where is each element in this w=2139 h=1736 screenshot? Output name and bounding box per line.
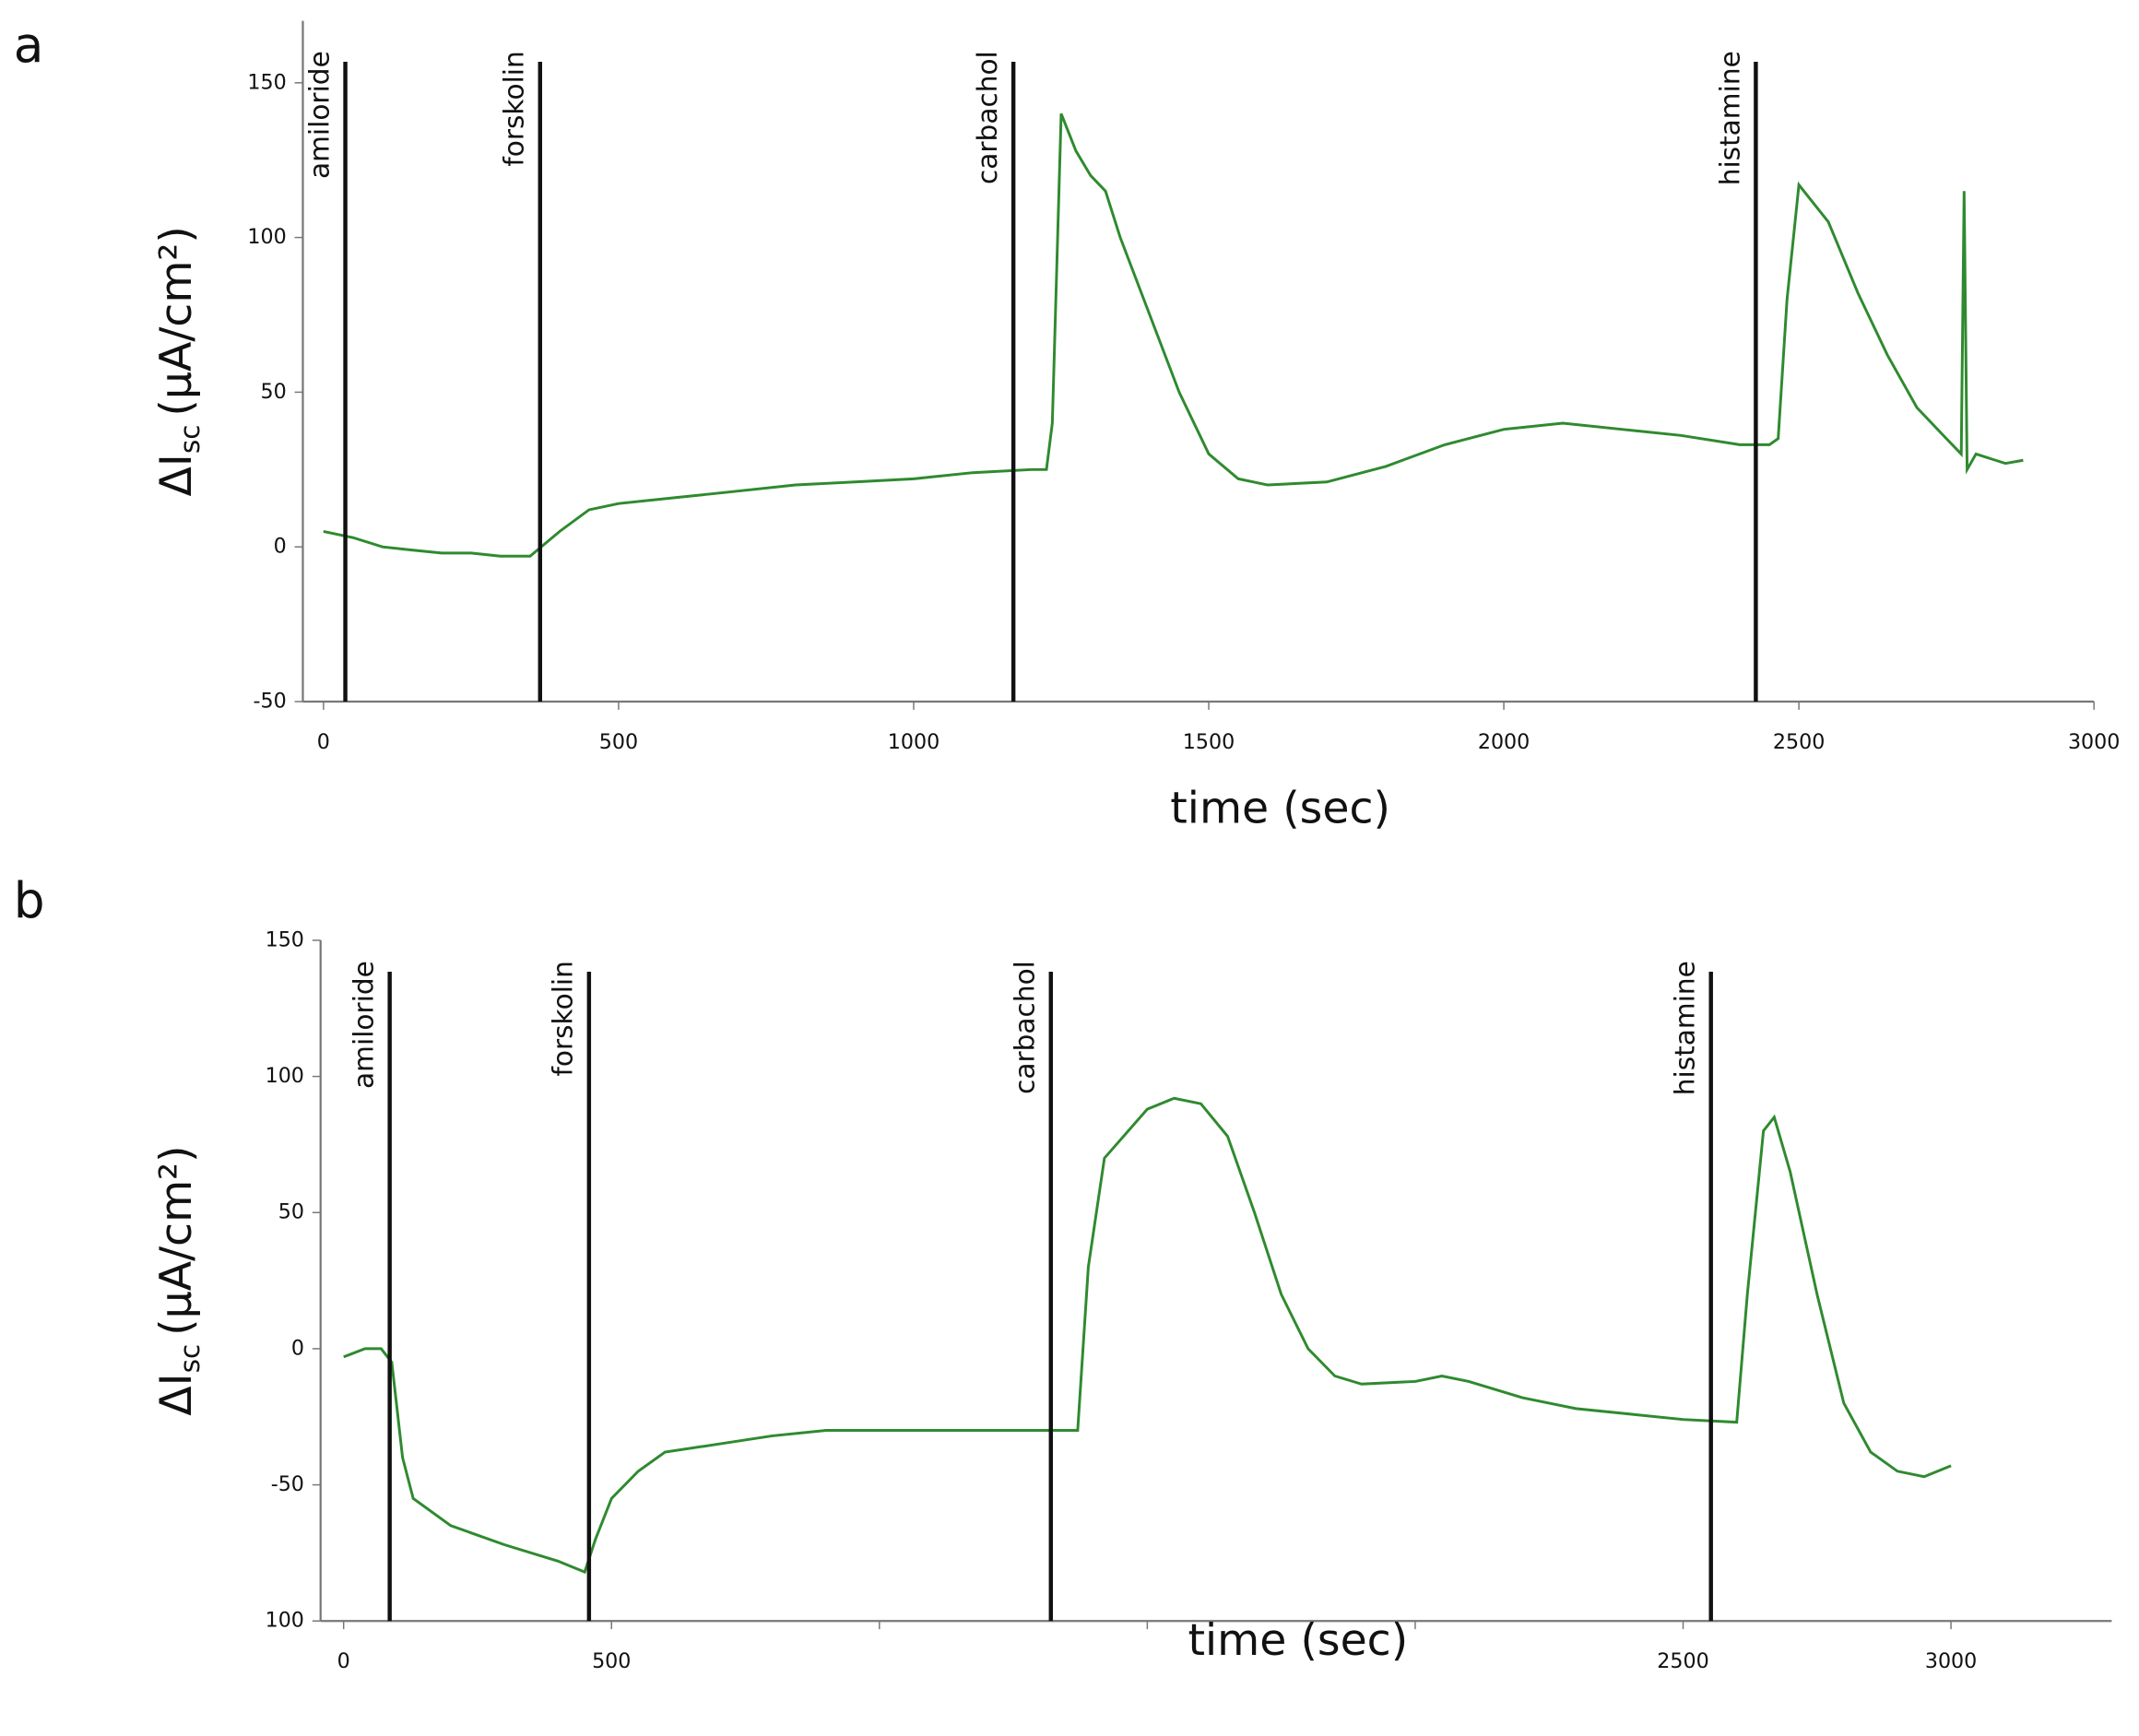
y-tick-label: -50 (271, 1472, 304, 1496)
event-label: forskolin (548, 961, 579, 1076)
y-axis-title: ΔIsc (μA/cm²) (151, 1145, 206, 1415)
y-tick-label: 50 (260, 380, 286, 404)
event-label: forskolin (499, 51, 530, 166)
x-axis-title: time (sec) (1188, 1615, 1408, 1666)
event-label: carbachol (1010, 961, 1041, 1094)
x-tick-label: 2000 (1478, 730, 1530, 754)
x-tick-label: 500 (599, 730, 638, 754)
y-tick-label: 100 (266, 1609, 304, 1633)
y-axis-title-part: ΔI (151, 1373, 202, 1415)
y-axis-title: ΔIsc (μA/cm²) (151, 226, 206, 496)
x-tick-label: 2500 (1657, 1649, 1708, 1673)
data-line (343, 1096, 1952, 1575)
y-axis-title-part: (μA/cm²) (151, 1145, 202, 1335)
y-tick-label: 0 (291, 1336, 304, 1360)
event-label: amiloride (303, 51, 335, 179)
y-axis-title-part: ΔI (151, 454, 202, 496)
x-tick-label: 2500 (1773, 730, 1825, 754)
y-tick-label: 150 (247, 70, 286, 94)
event-label: histamine (1670, 961, 1701, 1095)
data-line (323, 112, 2024, 558)
y-tick-label: -50 (253, 689, 286, 713)
y-axis-title-part: sc (174, 1344, 206, 1374)
panel-letter: a (14, 17, 44, 74)
y-tick-label: 0 (274, 535, 287, 559)
y-tick-label: 50 (278, 1200, 304, 1224)
x-axis-title: time (sec) (1170, 784, 1390, 834)
x-tick-label: 500 (592, 1649, 631, 1673)
event-label: carbachol (972, 51, 1003, 184)
x-tick-label: 1500 (1183, 730, 1235, 754)
x-tick-label: 3000 (2068, 730, 2120, 754)
y-tick-label: 150 (266, 927, 304, 951)
y-axis-title-part: sc (174, 424, 206, 454)
panel-letter: b (14, 872, 45, 929)
x-tick-label: 1000 (888, 730, 940, 754)
event-label: histamine (1714, 51, 1745, 185)
x-tick-label: 0 (317, 730, 330, 754)
y-axis-title-part: (μA/cm²) (151, 226, 202, 416)
x-tick-label: 3000 (1925, 1649, 1977, 1673)
y-tick-label: 100 (247, 225, 286, 249)
y-tick-label: 100 (266, 1064, 304, 1088)
event-label: amiloride (349, 961, 380, 1089)
x-tick-label: 0 (337, 1649, 350, 1673)
